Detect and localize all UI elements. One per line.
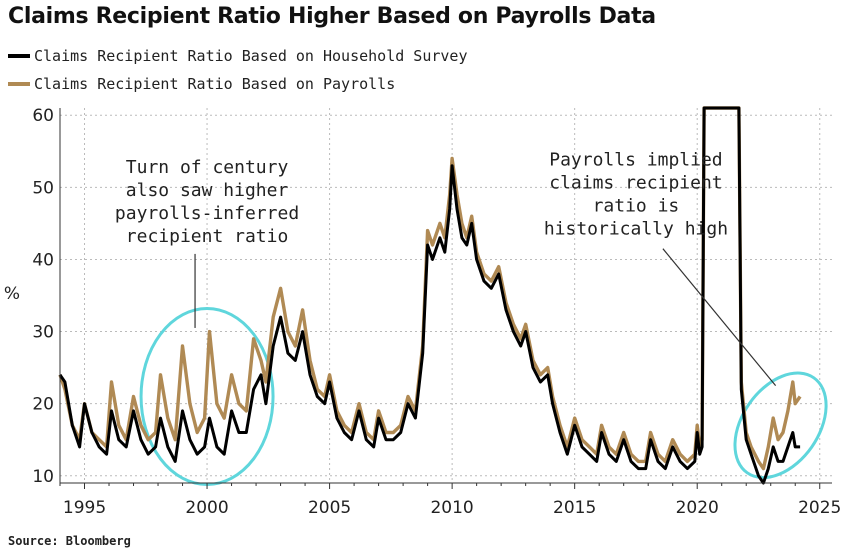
x-tick-label: 2015: [553, 498, 596, 518]
y-tick-label: 60: [32, 106, 54, 126]
y-tick-label: 10: [32, 467, 54, 487]
chart-title: Claims Recipient Ratio Higher Based on P…: [8, 4, 656, 29]
y-axis-label: %: [4, 284, 20, 304]
legend-label-household: Claims Recipient Ratio Based on Househol…: [34, 47, 468, 65]
y-tick-label: 50: [32, 178, 54, 198]
annotation-1-line: Turn of century: [126, 157, 289, 178]
annotation-2-arrow: [662, 248, 777, 387]
series-lines: [58, 106, 802, 485]
legend-item-household: Claims Recipient Ratio Based on Househol…: [8, 42, 467, 70]
annotation-2-line: historically high: [544, 219, 728, 240]
annotation-2-line: claims recipient: [549, 173, 722, 194]
axes: [59, 108, 832, 489]
legend: Claims Recipient Ratio Based on Househol…: [8, 42, 467, 98]
annotation-2-line: ratio is: [593, 196, 680, 217]
x-tick-label: 1995: [63, 498, 106, 518]
annotation-1-line: payrolls-inferred: [115, 203, 299, 224]
series-line-household: [58, 106, 801, 485]
y-tick-label: 20: [32, 395, 54, 415]
legend-label-payrolls: Claims Recipient Ratio Based on Payrolls: [34, 75, 396, 93]
legend-swatch-payrolls: [8, 82, 30, 86]
x-tick-label: 2000: [185, 498, 228, 518]
tick-labels: 10 20 30 40 50 60% 1995 2000 2005 2010 2015 2020 202…: [4, 106, 841, 518]
y-tick-label: 40: [32, 250, 54, 270]
annotation-arrows: [194, 248, 777, 387]
highlight-circle-2023: [733, 371, 828, 480]
x-tick-label: 2010: [430, 498, 473, 518]
legend-item-payrolls: Claims Recipient Ratio Based on Payrolls: [8, 70, 467, 98]
x-tick-label: 2025: [798, 498, 841, 518]
legend-swatch-household: [8, 54, 30, 58]
grid-lines: [60, 108, 832, 483]
x-tick-label: 2005: [308, 498, 351, 518]
annotation-2-line: Payrolls implied: [549, 150, 722, 171]
source-note: Source: Bloomberg: [8, 534, 131, 548]
annotation-1-line: also saw higher: [126, 180, 289, 201]
y-tick-label: 30: [32, 323, 54, 343]
annotation-1-line: recipient ratio: [126, 226, 289, 247]
x-tick-label: 2020: [676, 498, 719, 518]
